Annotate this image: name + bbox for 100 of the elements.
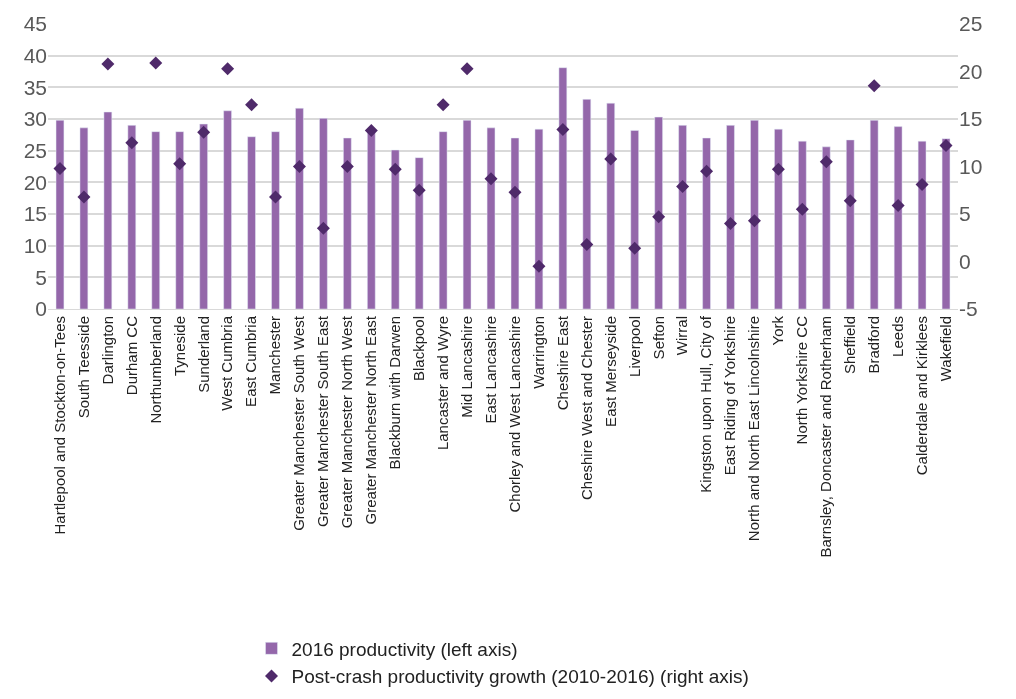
y-tick-label: 25	[23, 139, 47, 163]
legend-label: 2016 productivity (left axis)	[291, 638, 518, 660]
bar	[343, 137, 352, 309]
bar	[462, 120, 472, 309]
bar	[654, 116, 663, 309]
x-tick-label: Lancaster and Wyre	[434, 316, 452, 451]
bar	[319, 118, 328, 309]
point	[436, 98, 450, 112]
bar	[678, 125, 687, 309]
bar	[247, 136, 256, 309]
point	[843, 194, 857, 208]
bar	[199, 123, 208, 309]
legend-label: Post-crash productivity growth (2010-2016) (right axis)	[291, 666, 749, 688]
point	[125, 136, 139, 150]
x-tick-label: Liverpool	[625, 316, 643, 377]
x-tick-label: Tyneside	[170, 316, 188, 377]
x-tick-label: North Yorkshire CC	[793, 315, 811, 445]
bar	[367, 130, 376, 309]
x-tick-label: North and North East Lincolnshire	[745, 316, 763, 542]
x-tick-label: Blackburn with Darwen	[386, 316, 404, 470]
bar	[175, 131, 184, 309]
x-tick-label: Sefton	[649, 316, 667, 360]
y2-tick-label: 15	[959, 107, 983, 131]
point	[676, 179, 690, 193]
x-tick-label: Manchester	[266, 316, 284, 395]
x-tick-label: East Riding of Yorkshire	[721, 316, 739, 476]
bar	[582, 99, 592, 309]
bar	[391, 149, 400, 309]
point	[508, 185, 522, 199]
bar	[917, 140, 927, 309]
x-tick-label: South Teesside	[74, 316, 92, 419]
x-tick-label: Greater Manchester North East	[362, 315, 380, 525]
x-tick-label: Greater Manchester South East	[314, 315, 332, 527]
y2-tick-label: 10	[959, 154, 983, 178]
point	[819, 155, 833, 169]
y-tick-label: 45	[23, 12, 47, 36]
y2-tick-label: 5	[959, 202, 971, 226]
point	[149, 56, 163, 70]
point	[771, 162, 785, 176]
x-tick-label: Sheffield	[841, 316, 859, 375]
point	[532, 259, 546, 273]
y2-tick-label: 25	[959, 12, 983, 36]
bar	[223, 110, 232, 309]
x-tick-label: Cheshire East	[553, 315, 571, 411]
bar	[702, 137, 711, 309]
bar	[941, 138, 951, 309]
bar	[534, 128, 544, 309]
y2-tick-label: 20	[959, 59, 983, 83]
point	[269, 190, 282, 204]
bar	[438, 131, 448, 309]
x-tick-label: Wakefield	[936, 316, 954, 382]
point	[604, 152, 618, 166]
bar	[893, 126, 903, 309]
bar	[750, 120, 759, 309]
point	[891, 198, 905, 212]
x-tick-label: Northumberland	[146, 316, 164, 424]
bar	[103, 111, 113, 309]
point	[221, 62, 235, 76]
x-tick-label: Wirral	[673, 316, 691, 356]
x-tick-label: West Cumbria	[218, 315, 236, 411]
bar	[79, 127, 89, 309]
x-tick-label: Cheshire West and Chester	[577, 316, 595, 500]
point	[915, 178, 929, 192]
bar	[822, 146, 831, 309]
bar	[558, 67, 568, 309]
x-tick-label: East Merseyside	[601, 316, 619, 427]
x-tick-label: Calderdale and Kirklees	[912, 316, 930, 476]
bar	[271, 131, 280, 309]
point	[412, 183, 426, 197]
point	[867, 79, 881, 93]
point	[580, 237, 594, 251]
point	[724, 217, 737, 230]
point	[292, 160, 306, 173]
point	[795, 202, 809, 216]
x-tick-label: Mid Lancashire	[457, 316, 475, 418]
x-tick-label: Sunderland	[194, 316, 212, 393]
point	[77, 190, 91, 204]
x-tick-label: Blackpool	[410, 316, 428, 382]
x-tick-label: Leeds	[889, 316, 907, 357]
x-tick-label: Barnsley, Doncaster and Rotherham	[817, 316, 835, 558]
y-tick-label: 5	[35, 265, 47, 289]
point	[53, 161, 67, 175]
x-tick-label: Kingston upon Hull, City of	[697, 315, 715, 493]
point	[628, 241, 642, 255]
point	[484, 172, 498, 186]
y2-tick-label: 0	[959, 249, 971, 273]
y2-tick-label: -5	[959, 297, 978, 321]
x-tick-label: Greater Manchester South West	[290, 315, 308, 531]
bar	[295, 107, 304, 309]
point	[340, 160, 354, 173]
bar	[726, 125, 735, 309]
x-tick-label: Warrington	[529, 316, 547, 389]
y-tick-label: 0	[35, 297, 47, 321]
x-tick-label: Darlington	[98, 316, 116, 385]
bar	[869, 120, 879, 309]
point	[245, 98, 259, 112]
bar	[846, 139, 855, 309]
point	[101, 57, 115, 71]
bar	[127, 125, 137, 309]
bar	[151, 131, 160, 309]
